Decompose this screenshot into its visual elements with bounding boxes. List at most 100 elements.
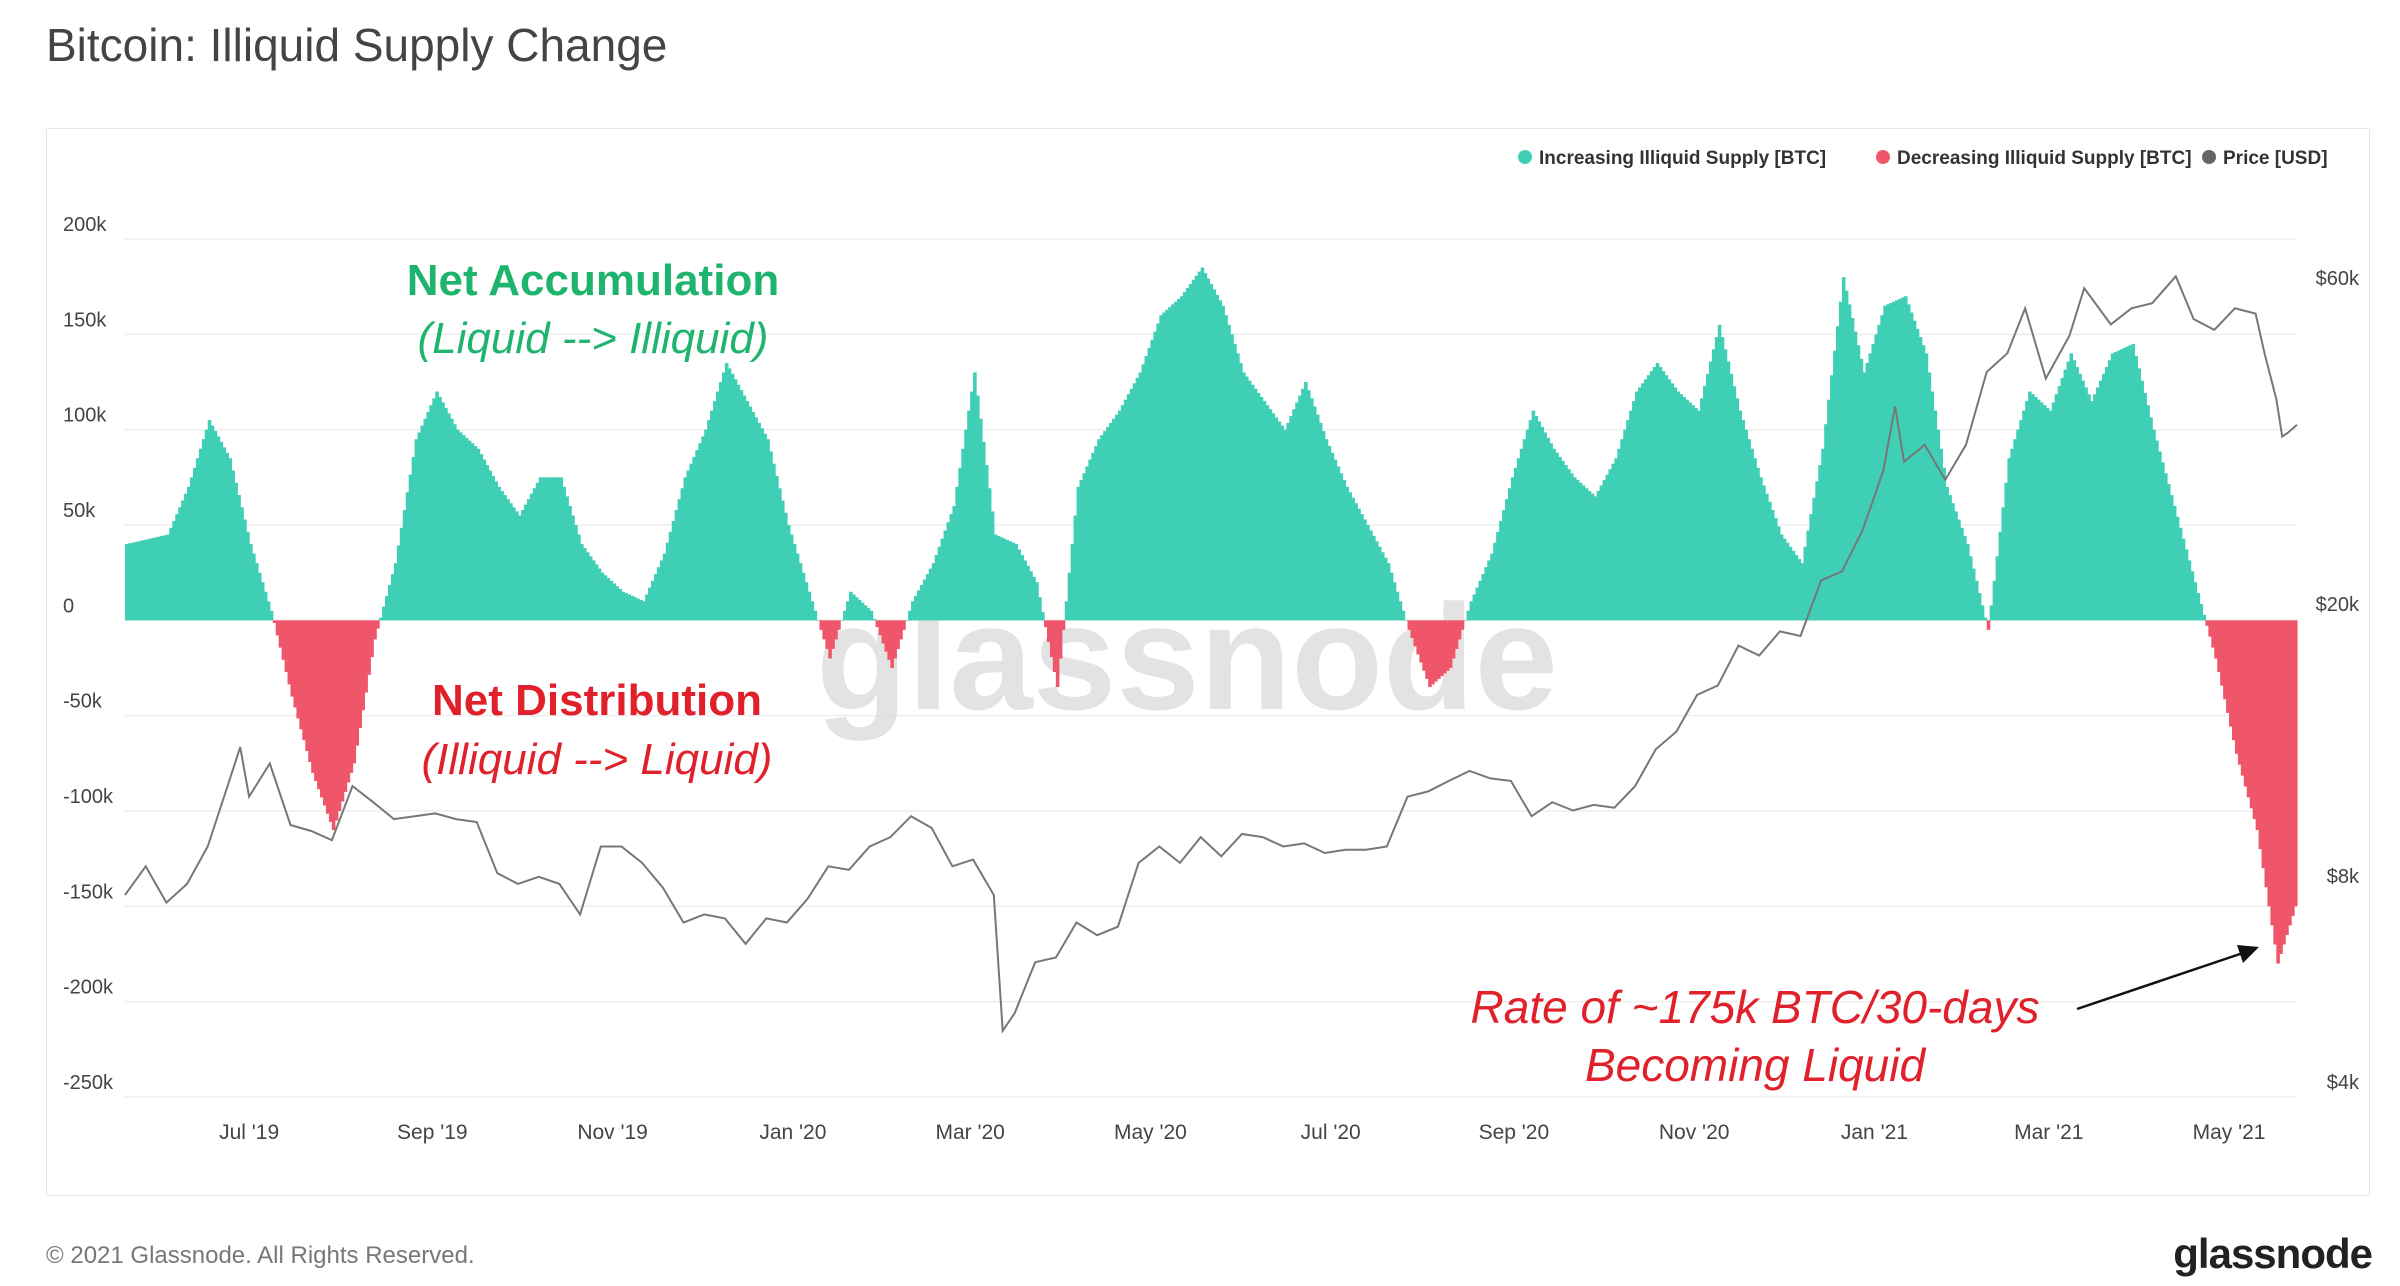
bar-decreasing: [308, 620, 312, 762]
bar-increasing: [234, 482, 238, 621]
bar-increasing: [1277, 421, 1282, 621]
bar-increasing: [1768, 501, 1772, 621]
bar-increasing: [204, 429, 209, 621]
bar-increasing: [916, 590, 921, 621]
bar-increasing: [1011, 542, 1016, 621]
bar-decreasing: [834, 620, 838, 640]
bar-increasing: [585, 552, 590, 621]
bar-decreasing: [1413, 620, 1417, 647]
bar-increasing: [1980, 605, 1985, 621]
bar-increasing: [1262, 401, 1267, 621]
bar-increasing: [1773, 518, 1778, 621]
bar-increasing: [1029, 571, 1033, 621]
bar-increasing: [1537, 421, 1542, 621]
bar-increasing: [1862, 372, 1867, 621]
bar-increasing: [683, 477, 688, 621]
legend-marker: [1876, 150, 1890, 164]
bar-decreasing: [346, 620, 351, 783]
bar-increasing: [1256, 392, 1261, 621]
x-tick-label: Nov '20: [1659, 1121, 1730, 1144]
bar-increasing: [184, 493, 188, 621]
bar-increasing: [503, 495, 507, 621]
bar-increasing: [1815, 481, 1819, 621]
bar-decreasing: [2273, 620, 2277, 945]
bar-increasing: [630, 595, 634, 621]
bar-increasing: [1735, 398, 1740, 621]
bar-increasing: [659, 560, 664, 621]
bar-increasing: [125, 544, 129, 621]
bar-increasing: [2137, 368, 2141, 621]
bar-increasing: [1505, 499, 1509, 621]
bar-increasing: [1466, 610, 1471, 621]
bar-increasing: [1791, 550, 1796, 621]
x-tick-label: Mar '21: [2014, 1121, 2083, 1144]
bar-increasing: [2004, 482, 2008, 621]
bar-increasing: [621, 591, 626, 621]
bar-increasing: [692, 456, 696, 621]
bar-increasing: [760, 428, 764, 621]
bar-increasing: [1510, 477, 1515, 621]
bar-increasing: [618, 589, 623, 621]
bar-increasing: [869, 610, 874, 621]
bar-increasing: [763, 433, 767, 621]
bar-increasing: [1233, 343, 1237, 621]
bar-increasing: [1366, 525, 1370, 621]
bar-increasing: [979, 418, 983, 621]
bar-increasing: [730, 373, 735, 621]
bar-increasing: [1895, 300, 1899, 621]
bar-increasing: [550, 477, 555, 621]
bar-increasing: [807, 591, 812, 621]
bar-increasing: [1463, 620, 1468, 621]
bar-increasing: [444, 407, 448, 621]
bar-increasing: [961, 448, 965, 621]
bar-increasing: [1236, 353, 1240, 621]
bar-increasing: [266, 601, 271, 621]
bar-increasing: [1499, 520, 1503, 621]
bar-increasing: [2134, 356, 2139, 621]
bar-increasing: [494, 481, 498, 621]
bar-increasing: [1977, 593, 1982, 621]
y-tick-label-left: 0: [63, 595, 74, 617]
bar-decreasing: [2252, 620, 2257, 820]
bar-decreasing: [2231, 620, 2236, 741]
bar-increasing: [1584, 488, 1589, 621]
bar-increasing: [1369, 530, 1373, 621]
bar-decreasing: [334, 620, 339, 821]
bar-increasing: [1286, 422, 1290, 621]
bar-increasing: [2110, 353, 2115, 621]
bar-increasing: [1156, 323, 1160, 621]
bar-decreasing: [1044, 620, 1048, 628]
bar-increasing: [1957, 519, 1961, 621]
bar-decreasing: [1460, 620, 1465, 630]
bar-increasing: [949, 514, 954, 621]
bar-increasing: [1782, 538, 1787, 621]
x-tick-label: Nov '19: [577, 1121, 648, 1144]
bar-increasing: [1640, 383, 1645, 621]
bar-increasing: [1841, 277, 1846, 621]
bar-increasing: [175, 514, 179, 621]
bar-increasing: [754, 417, 758, 621]
bar-increasing: [2202, 614, 2206, 621]
bar-increasing: [1992, 580, 1997, 621]
bar-increasing: [716, 391, 720, 621]
bar-increasing: [1570, 473, 1574, 621]
bar-increasing: [1711, 349, 1716, 621]
bar-increasing: [385, 595, 389, 621]
bar-increasing: [216, 436, 221, 621]
bar-increasing: [1688, 402, 1692, 621]
bar-increasing: [2031, 394, 2035, 621]
glassnode-logo[interactable]: glassnode: [2173, 1230, 2373, 1277]
bar-increasing: [748, 406, 753, 621]
bar-decreasing: [2208, 620, 2212, 637]
bar-increasing: [1821, 448, 1825, 621]
bar-increasing: [2025, 401, 2029, 621]
bar-increasing: [1094, 446, 1098, 621]
bar-decreasing: [2276, 620, 2280, 964]
bar-increasing: [612, 583, 617, 621]
bar-increasing: [1079, 480, 1084, 621]
bar-increasing: [1738, 410, 1743, 621]
bar-increasing: [417, 432, 422, 621]
bar-increasing: [420, 425, 425, 621]
annotation-rate-line2: Becoming Liquid: [1585, 1039, 1927, 1091]
annotation-distribution-title: Net Distribution: [432, 676, 762, 725]
